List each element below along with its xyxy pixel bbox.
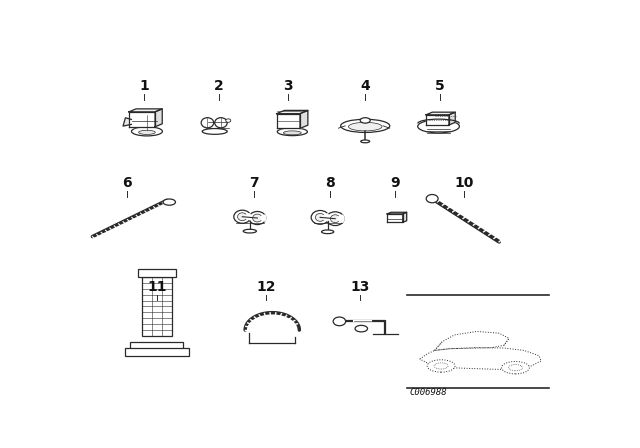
Ellipse shape [340,119,390,133]
Polygon shape [129,109,162,112]
Ellipse shape [509,365,522,371]
Text: 11: 11 [147,280,166,293]
Polygon shape [449,112,455,125]
Circle shape [333,317,346,326]
Ellipse shape [361,140,370,143]
Ellipse shape [502,362,529,374]
Polygon shape [403,212,406,222]
Polygon shape [387,214,403,222]
Polygon shape [387,212,406,214]
Polygon shape [129,112,155,127]
FancyBboxPatch shape [138,269,176,277]
Wedge shape [246,214,251,220]
Text: 3: 3 [284,79,293,94]
Circle shape [226,119,231,122]
Ellipse shape [214,118,227,128]
Polygon shape [300,110,308,129]
Text: 8: 8 [326,176,335,190]
Bar [142,277,172,336]
Wedge shape [323,214,329,221]
Text: 4: 4 [360,79,370,94]
Ellipse shape [277,128,307,136]
Ellipse shape [163,199,175,205]
Text: 1: 1 [140,79,149,94]
Ellipse shape [330,215,340,223]
Ellipse shape [355,325,367,332]
Ellipse shape [434,363,448,369]
Ellipse shape [428,360,455,372]
Ellipse shape [249,211,266,224]
Ellipse shape [131,127,163,136]
Ellipse shape [253,214,262,222]
Text: 7: 7 [249,176,259,190]
Bar [131,342,183,349]
Ellipse shape [418,120,460,133]
Ellipse shape [243,229,257,233]
Text: 13: 13 [351,280,370,293]
Ellipse shape [326,212,344,225]
Ellipse shape [234,210,251,223]
Text: C006988: C006988 [410,388,447,397]
Ellipse shape [348,122,382,131]
Polygon shape [123,118,131,126]
Ellipse shape [237,213,247,221]
Polygon shape [426,112,455,115]
Polygon shape [155,109,162,127]
Polygon shape [426,115,449,125]
Circle shape [426,194,438,203]
Wedge shape [260,215,266,221]
Text: 12: 12 [256,280,276,293]
Wedge shape [338,215,344,222]
Polygon shape [276,114,300,129]
Ellipse shape [202,129,227,134]
Bar [125,349,189,356]
Ellipse shape [201,118,214,128]
Text: 10: 10 [454,176,474,190]
Ellipse shape [360,118,370,123]
Text: 5: 5 [435,79,444,94]
Ellipse shape [284,131,301,135]
Text: 2: 2 [214,79,224,94]
Ellipse shape [311,211,329,224]
Polygon shape [276,110,308,114]
Ellipse shape [321,230,334,233]
Ellipse shape [139,130,156,134]
Ellipse shape [316,213,325,221]
Text: 6: 6 [122,176,132,190]
Text: 9: 9 [390,176,400,190]
